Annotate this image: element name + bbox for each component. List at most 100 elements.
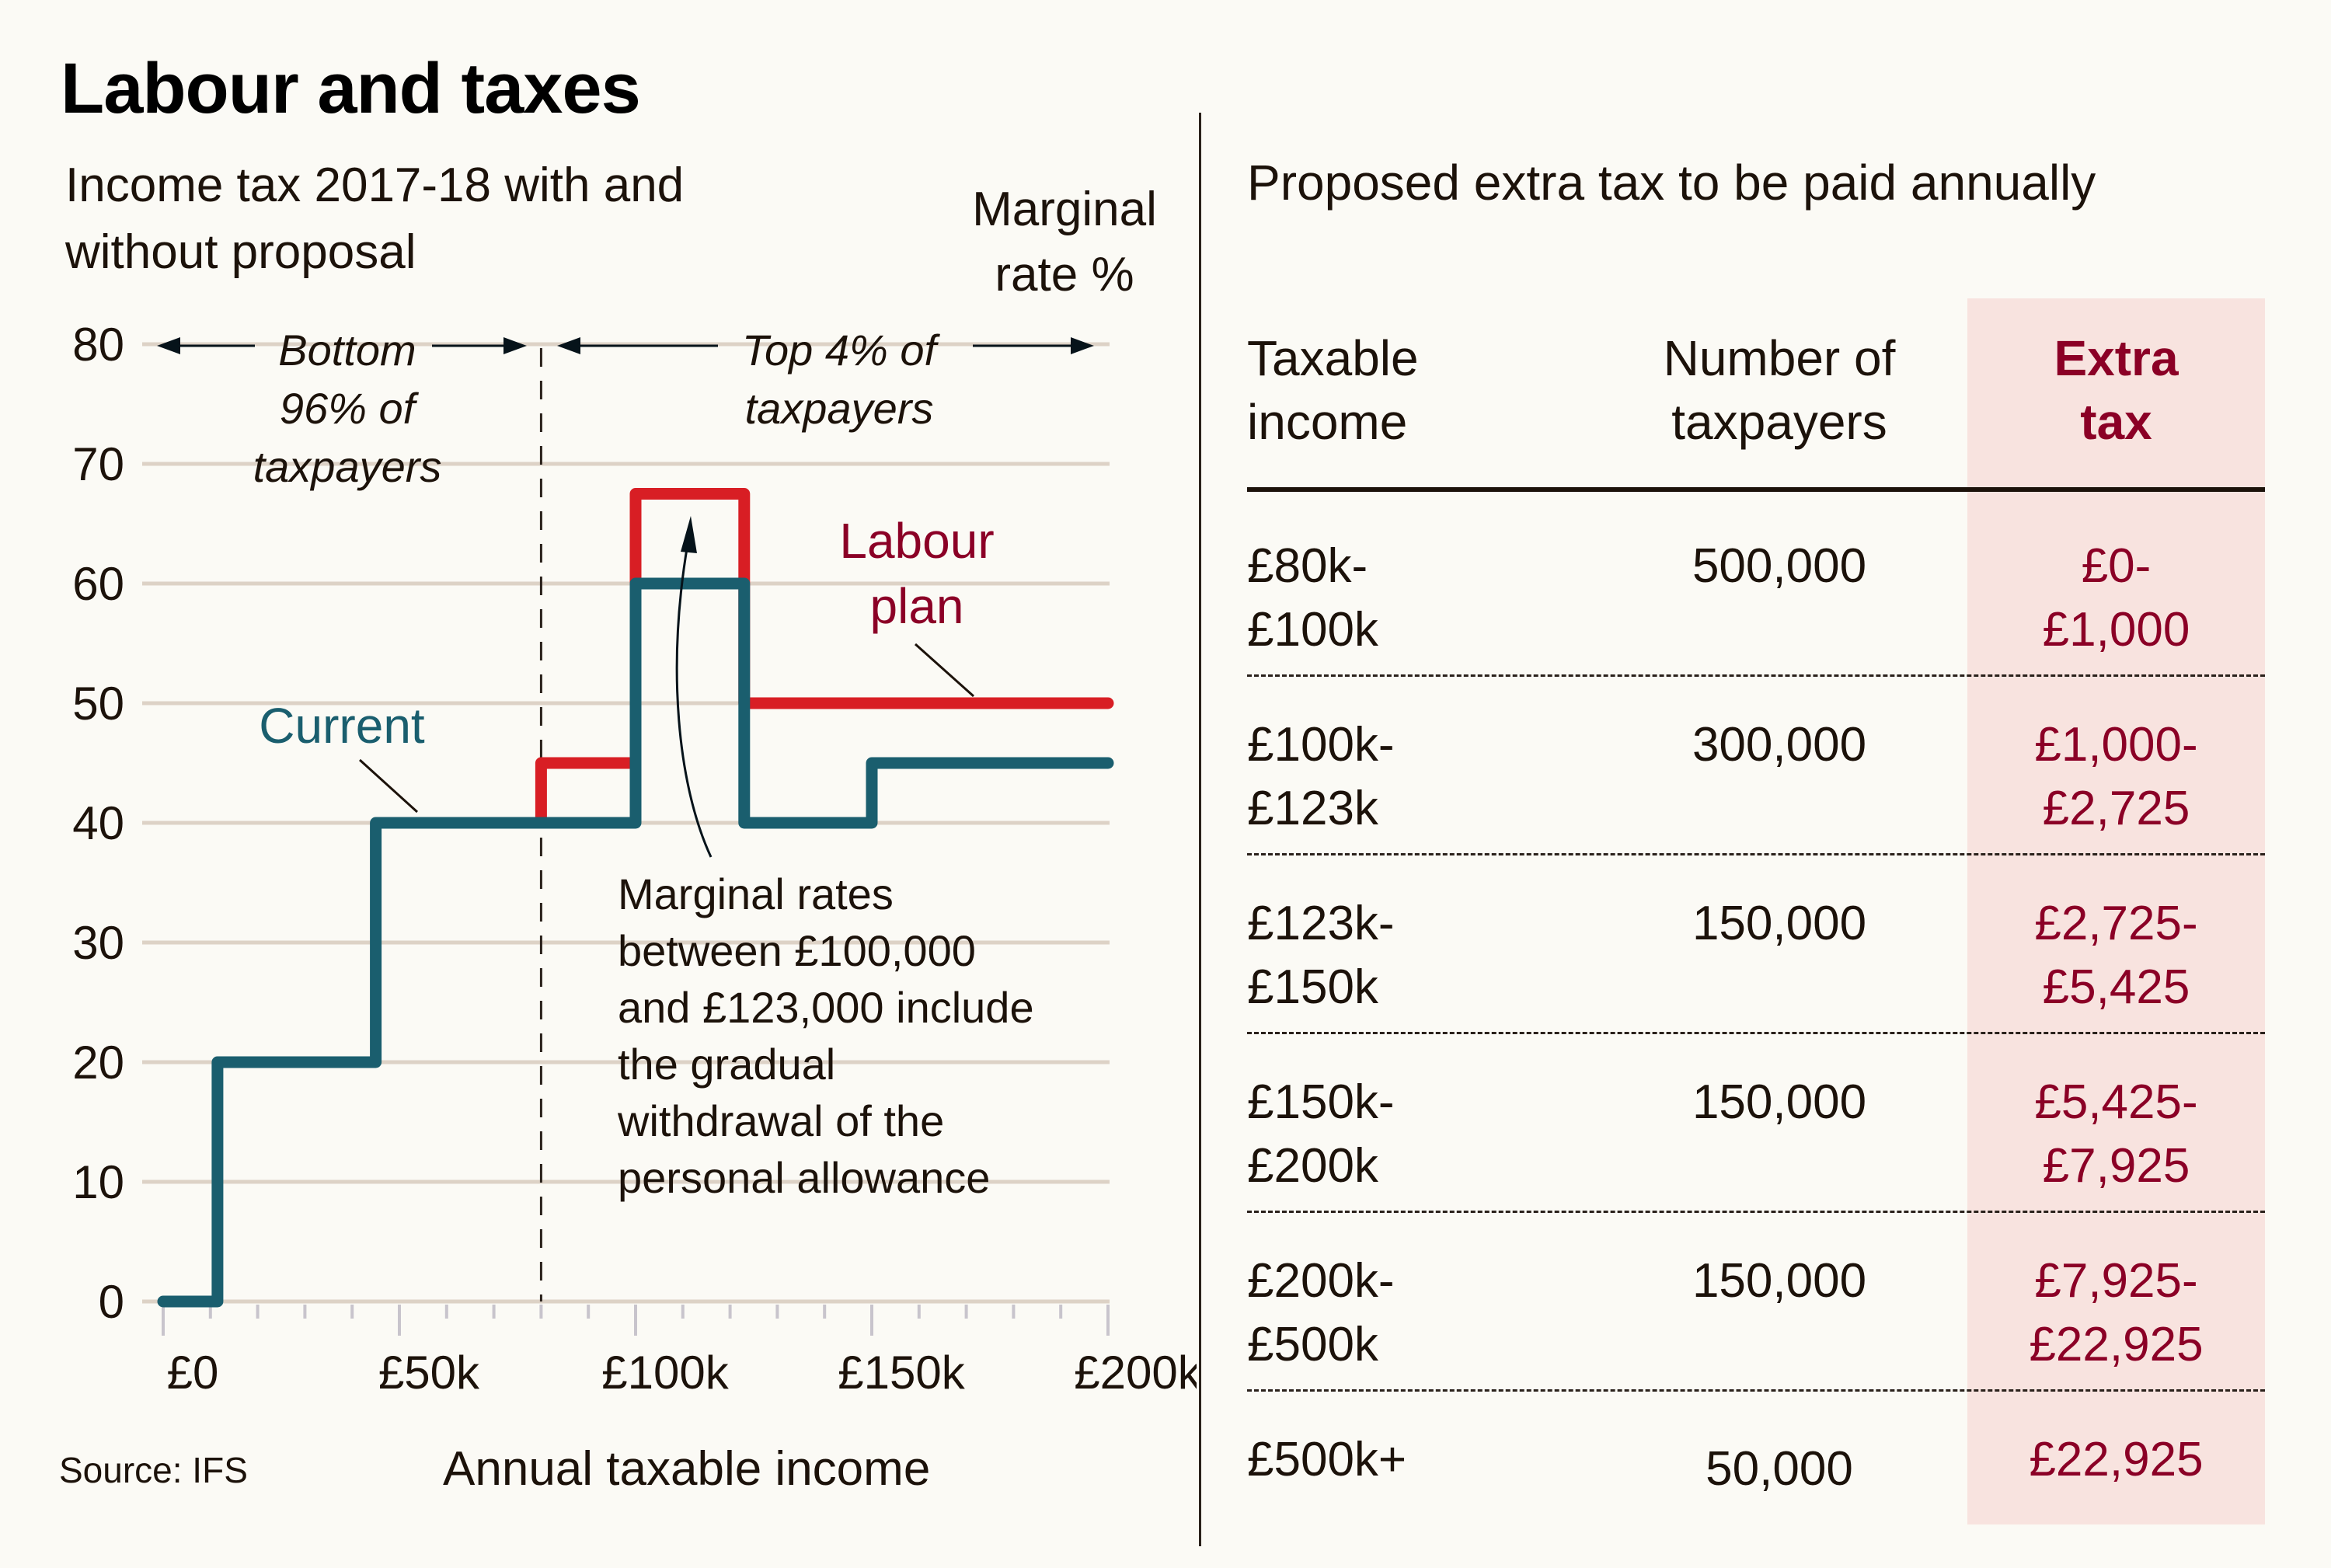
cell-extra-tax: £1,000- £2,725 (1967, 713, 2265, 841)
income-line: £123k- (1247, 897, 1395, 950)
table-row: £80k- £100k 500,000 £0- £1,000 (0, 496, 2331, 674)
note-arrow-head (681, 516, 697, 553)
income-line: £150k- (1247, 1075, 1395, 1129)
row-separator (1247, 1032, 2265, 1034)
cell-extra-tax: £5,425- £7,925 (1967, 1071, 2265, 1198)
cell-taxable-income: £100k- £123k (1247, 713, 1395, 841)
header-taxable-income: Taxable income (1247, 326, 1419, 454)
cell-taxable-income: £200k- £500k (1247, 1249, 1395, 1377)
extra-tax-line: £22,925 (2029, 1433, 2204, 1486)
y-tick-label: 20 (72, 1037, 124, 1089)
table-row: £200k- £500k 150,000 £7,925- £22,925 (0, 1211, 2331, 1389)
labour-plan-label: Labour (839, 513, 994, 569)
income-line: £200k (1247, 1139, 1378, 1193)
income-line: £123k (1247, 782, 1378, 835)
cell-number-of-taxpayers: 500,000 (1692, 539, 1867, 593)
cell-extra-tax: £2,725- £5,425 (1967, 892, 2265, 1019)
x-tick-label: £0 (167, 1347, 219, 1399)
series-line-current (157, 577, 1114, 1308)
extra-tax-line: £2,725 (2042, 782, 2190, 835)
current-label: Current (259, 698, 425, 754)
note-line: withdrawal of the (617, 1096, 944, 1145)
extra-tax-line: £7,925 (2042, 1139, 2190, 1193)
header-line: Taxable (1247, 330, 1419, 386)
header-line: taxpayers (1671, 394, 1887, 450)
table-row: £100k- £123k 300,000 £1,000- £2,725 (0, 674, 2331, 853)
y-tick-label: 40 (72, 797, 124, 849)
x-axis: £0 £50k £100k £150k £200k (162, 1305, 1197, 1399)
row-separator (1247, 853, 2265, 855)
income-line: £500k (1247, 1318, 1378, 1371)
cell-extra-tax: £0- £1,000 (1967, 535, 2265, 662)
x-tick-label: £50k (378, 1347, 480, 1399)
extra-tax-line: £1,000- (2034, 718, 2198, 772)
chart-subtitle: Income tax 2017-18 with and without prop… (65, 159, 685, 279)
labour-plan-label: plan (870, 578, 964, 634)
extra-tax-line: £22,925 (2029, 1318, 2204, 1371)
page-title: Labour and taxes (61, 49, 641, 128)
gridlines (142, 342, 1110, 1304)
top-group-label: taxpayers (745, 384, 934, 433)
cell-extra-tax: £7,925- £22,925 (1967, 1249, 2265, 1377)
extra-tax-line: £2,725- (2034, 897, 2198, 950)
extra-tax-line: £5,425- (2034, 1075, 2198, 1129)
income-line: £100k- (1247, 718, 1395, 772)
current-leader (358, 758, 419, 814)
bottom-group-label: 96% of (280, 384, 420, 433)
extra-tax-line: £7,925- (2034, 1254, 2198, 1308)
header-line: tax (2080, 394, 2152, 450)
note-line: between £100,000 (618, 926, 976, 975)
cell-taxable-income: £500k+ (1247, 1428, 1406, 1492)
note-line: Marginal rates (618, 869, 894, 918)
extra-tax-highlight (1967, 298, 2265, 1524)
table-row: £150k- £200k 150,000 £5,425- £7,925 (0, 1032, 2331, 1211)
table-title: Proposed extra tax to be paid annually (1247, 155, 2096, 211)
y-axis-label: Marginal rate % (972, 183, 1157, 301)
cell-taxable-income: £80k- £100k (1247, 535, 1378, 662)
range-labels: Bottom 96% of taxpayers Top 4% of taxpayers (253, 326, 941, 491)
y-tick-label: 10 (72, 1156, 124, 1208)
header-line: income (1247, 394, 1408, 450)
cell-number-of-taxpayers: 150,000 (1692, 1254, 1867, 1308)
extra-tax-line: £5,425 (2042, 960, 2190, 1014)
header-rule (1247, 487, 2265, 492)
income-line: £200k- (1247, 1254, 1395, 1308)
cell-number-of-taxpayers: 50,000 (1706, 1442, 1853, 1496)
cell-taxable-income: £150k- £200k (1247, 1071, 1395, 1198)
bottom-right-arrow-head (503, 337, 527, 354)
row-separator (1247, 674, 2265, 677)
y-tick-label: 0 (99, 1276, 124, 1328)
x-tick-label: £200k (1074, 1347, 1197, 1399)
series-lines (157, 488, 1114, 1308)
header-line: Extra (2054, 330, 2179, 386)
labour-plan-leader (915, 643, 974, 698)
x-tick-label: £100k (601, 1347, 729, 1399)
bottom-group-label: taxpayers (253, 442, 442, 491)
cell-number-of-taxpayers: 300,000 (1692, 718, 1867, 772)
cell-taxable-income: £123k- £150k (1247, 892, 1395, 1019)
series-labels: Labour plan Current (259, 513, 995, 814)
extra-tax-line: £1,000 (2042, 603, 2190, 657)
y-tick-label: 80 (72, 319, 124, 371)
note-line: personal allowance (618, 1153, 990, 1202)
extra-tax-line: £0- (2081, 539, 2152, 593)
row-separator (1247, 1211, 2265, 1213)
y-tick-labels: 0 10 20 30 40 50 60 70 80 (72, 319, 124, 1328)
income-line: £150k (1247, 960, 1378, 1014)
cell-extra-tax: £22,925 (1967, 1428, 2265, 1492)
note-line: and £123,000 include (618, 983, 1034, 1032)
y-tick-label: 30 (72, 917, 124, 969)
top-left-arrow-head (557, 337, 580, 354)
table-row: £123k- £150k 150,000 £2,725- £5,425 (0, 853, 2331, 1032)
header-line: Number of (1663, 330, 1896, 386)
note-arrow (675, 543, 713, 858)
bottom-left-arrow-head (157, 337, 180, 354)
note-line: the gradual (618, 1040, 835, 1089)
row-separator (1247, 1389, 2265, 1392)
source-note: Source: IFS (59, 1450, 248, 1490)
range-arrows (157, 337, 1094, 354)
cell-number-of-taxpayers: 150,000 (1692, 1075, 1867, 1129)
bottom-group-label: Bottom (278, 326, 416, 375)
income-line: £100k (1247, 603, 1378, 657)
x-tick-label: £150k (838, 1347, 965, 1399)
